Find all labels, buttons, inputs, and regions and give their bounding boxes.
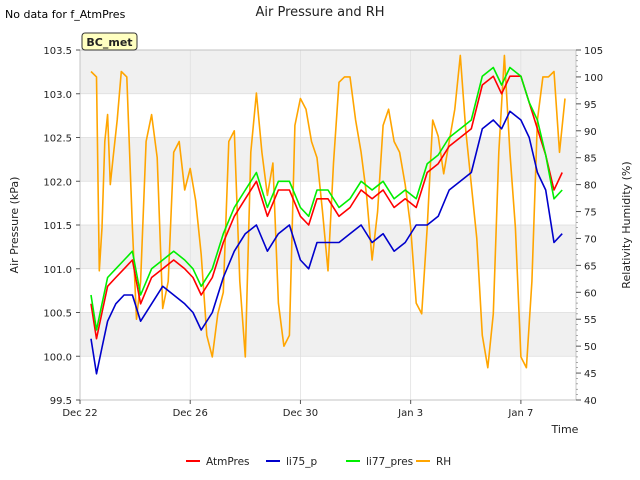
y-right-tick-label: 100 bbox=[584, 73, 603, 84]
y-left-tick-label: 100.0 bbox=[43, 352, 72, 363]
y-right-tick-label: 65 bbox=[584, 261, 597, 272]
y-right-tick-label: 90 bbox=[584, 127, 597, 138]
legend-label: li77_pres bbox=[366, 456, 413, 468]
legend-label: AtmPres bbox=[206, 456, 250, 468]
site-label: BC_met bbox=[86, 36, 132, 49]
y-left-tick-label: 101.0 bbox=[43, 265, 72, 276]
legend-label: li75_p bbox=[286, 456, 317, 468]
series-line-li75-p bbox=[90, 110, 563, 375]
background-band bbox=[80, 312, 576, 357]
y-right-tick-label: 95 bbox=[584, 100, 597, 111]
x-tick-label: Dec 26 bbox=[173, 408, 208, 419]
y-right-tick-label: 70 bbox=[584, 234, 597, 245]
chart-title: Air Pressure and RH bbox=[255, 5, 384, 20]
x-axis-label: Time bbox=[551, 423, 579, 436]
y-left-tick-label: 101.5 bbox=[43, 221, 72, 232]
y-axis-left-label: Air Pressure (kPa) bbox=[8, 177, 21, 274]
y-right-tick-label: 40 bbox=[584, 396, 597, 407]
y-right-tick-label: 85 bbox=[584, 154, 597, 165]
background-band bbox=[80, 50, 576, 94]
y-right-tick-label: 60 bbox=[584, 288, 597, 299]
series-line-rh bbox=[90, 54, 566, 369]
y-right-tick-label: 105 bbox=[584, 46, 603, 57]
y-right-tick-label: 45 bbox=[584, 369, 597, 380]
y-right-tick-label: 55 bbox=[584, 315, 597, 326]
x-tick-label: Jan 3 bbox=[397, 408, 423, 419]
series-line-li77-pres bbox=[90, 66, 563, 331]
x-tick-label: Jan 7 bbox=[507, 408, 533, 419]
site-label-box: BC_met bbox=[81, 32, 138, 51]
y-left-tick-label: 103.0 bbox=[43, 90, 72, 101]
y-left-tick-label: 102.5 bbox=[43, 134, 72, 145]
series-line-atmpres bbox=[90, 75, 563, 340]
y-right-tick-label: 50 bbox=[584, 342, 597, 353]
legend: AtmPres li75_p li77_pres RH bbox=[186, 456, 451, 468]
y-axis-right-label: Relativity Humidity (%) bbox=[620, 161, 633, 288]
legend-label: RH bbox=[436, 456, 451, 468]
x-tick-label: Dec 22 bbox=[62, 408, 97, 419]
background-band bbox=[80, 137, 576, 182]
y-right-tick-label: 75 bbox=[584, 208, 597, 219]
y-right-tick-label: 80 bbox=[584, 181, 597, 192]
y-left-tick-label: 100.5 bbox=[43, 309, 72, 320]
no-data-note: No data for f_AtmPres bbox=[5, 8, 126, 21]
y-left-tick-label: 103.5 bbox=[43, 46, 72, 57]
y-left-tick-label: 102.0 bbox=[43, 177, 72, 188]
x-tick-label: Dec 30 bbox=[283, 408, 318, 419]
y-left-tick-label: 99.5 bbox=[50, 396, 72, 407]
